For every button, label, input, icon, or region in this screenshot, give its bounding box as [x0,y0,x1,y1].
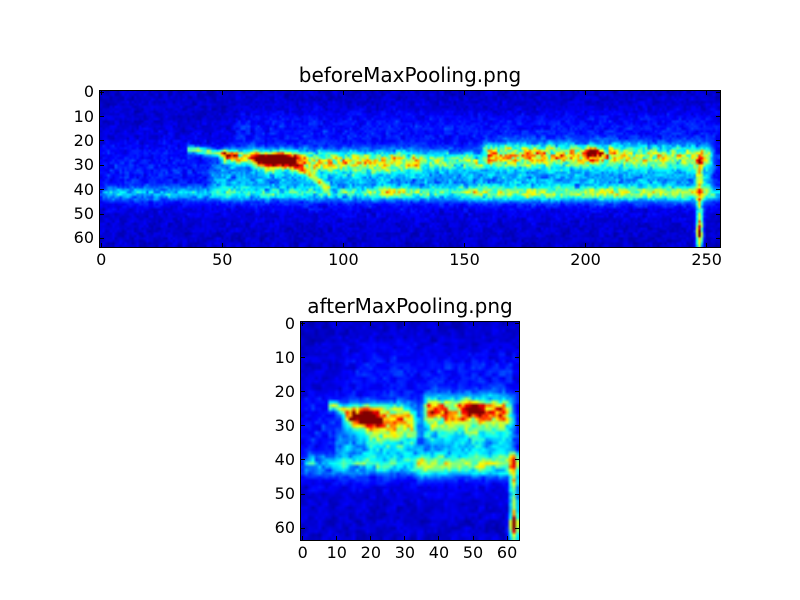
y-tick-mark [515,527,519,529]
y-tick-mark [716,237,720,239]
x-tick-label: 50 [462,543,484,562]
x-tick-mark [336,536,338,540]
y-tick-mark [716,213,720,215]
x-tick-label: 100 [328,250,359,269]
x-tick-label: 200 [570,250,601,269]
y-tick-mark [301,425,305,427]
y-tick-mark [301,493,305,495]
x-tick-mark [438,536,440,540]
y-tick-label: 30 [274,415,295,435]
y-tick-mark [515,493,519,495]
x-tick-mark [463,243,465,247]
heatmap-image-0 [100,91,720,247]
x-tick-label: 50 [212,250,233,269]
x-tick-mark [706,91,708,95]
y-tick-label: 60 [274,518,295,538]
y-tick-label: 0 [83,82,94,102]
x-tick-label: 250 [691,250,722,269]
y-tick-mark [716,164,720,166]
x-tick-mark [506,322,508,326]
x-tick-mark [463,91,465,95]
x-tick-mark [472,322,474,326]
y-tick-mark [100,116,104,118]
y-tick-label: 40 [73,179,94,199]
y-tick-mark [301,459,305,461]
x-tick-mark [506,536,508,540]
x-tick-mark [342,91,344,95]
y-tick-mark [100,213,104,215]
x-tick-mark [404,322,406,326]
y-tick-mark [515,391,519,393]
y-tick-mark [301,323,305,325]
y-tick-mark [301,527,305,529]
x-tick-mark [336,322,338,326]
y-tick-mark [716,189,720,191]
y-tick-mark [100,140,104,142]
x-tick-label: 0 [96,250,107,269]
y-tick-mark [716,116,720,118]
x-tick-mark [438,322,440,326]
y-tick-label: 10 [274,347,295,367]
y-tick-label: 50 [274,484,295,504]
y-tick-label: 20 [274,381,295,401]
y-tick-mark [716,140,720,142]
y-tick-mark [301,357,305,359]
x-tick-mark [585,91,587,95]
x-tick-mark [404,536,406,540]
y-tick-label: 50 [73,204,94,224]
plot-title-before: beforeMaxPooling.png [298,63,522,87]
y-tick-mark [301,391,305,393]
axes-frame-1 [300,321,520,541]
x-tick-mark [706,243,708,247]
x-tick-label: 30 [394,543,416,562]
x-tick-mark [370,322,372,326]
x-tick-mark [221,243,223,247]
y-tick-mark [515,323,519,325]
y-tick-label: 0 [284,313,295,333]
x-tick-label: 10 [326,543,347,562]
axes-frame-0 [99,90,721,248]
x-tick-label: 60 [496,543,518,562]
x-tick-mark [342,243,344,247]
y-tick-mark [100,91,104,93]
y-tick-mark [515,357,519,359]
x-tick-label: 0 [297,543,308,562]
y-tick-label: 60 [73,228,94,248]
x-tick-label: 40 [428,543,450,562]
y-tick-mark [716,91,720,93]
heatmap-image-1 [301,322,519,540]
x-tick-mark [370,536,372,540]
y-tick-mark [100,189,104,191]
x-tick-mark [472,536,474,540]
y-tick-label: 30 [73,155,94,175]
y-tick-label: 40 [274,449,295,469]
plot-title-after: afterMaxPooling.png [307,294,513,318]
x-tick-mark [221,91,223,95]
y-tick-label: 10 [73,106,94,126]
y-tick-mark [100,164,104,166]
x-tick-mark [100,243,102,247]
y-tick-mark [515,425,519,427]
y-tick-mark [100,237,104,239]
x-tick-mark [302,536,304,540]
x-tick-mark [585,243,587,247]
x-tick-mark [100,91,102,95]
x-tick-label: 20 [360,543,381,562]
x-tick-label: 150 [449,250,480,269]
y-tick-mark [515,459,519,461]
y-tick-label: 20 [73,130,94,150]
